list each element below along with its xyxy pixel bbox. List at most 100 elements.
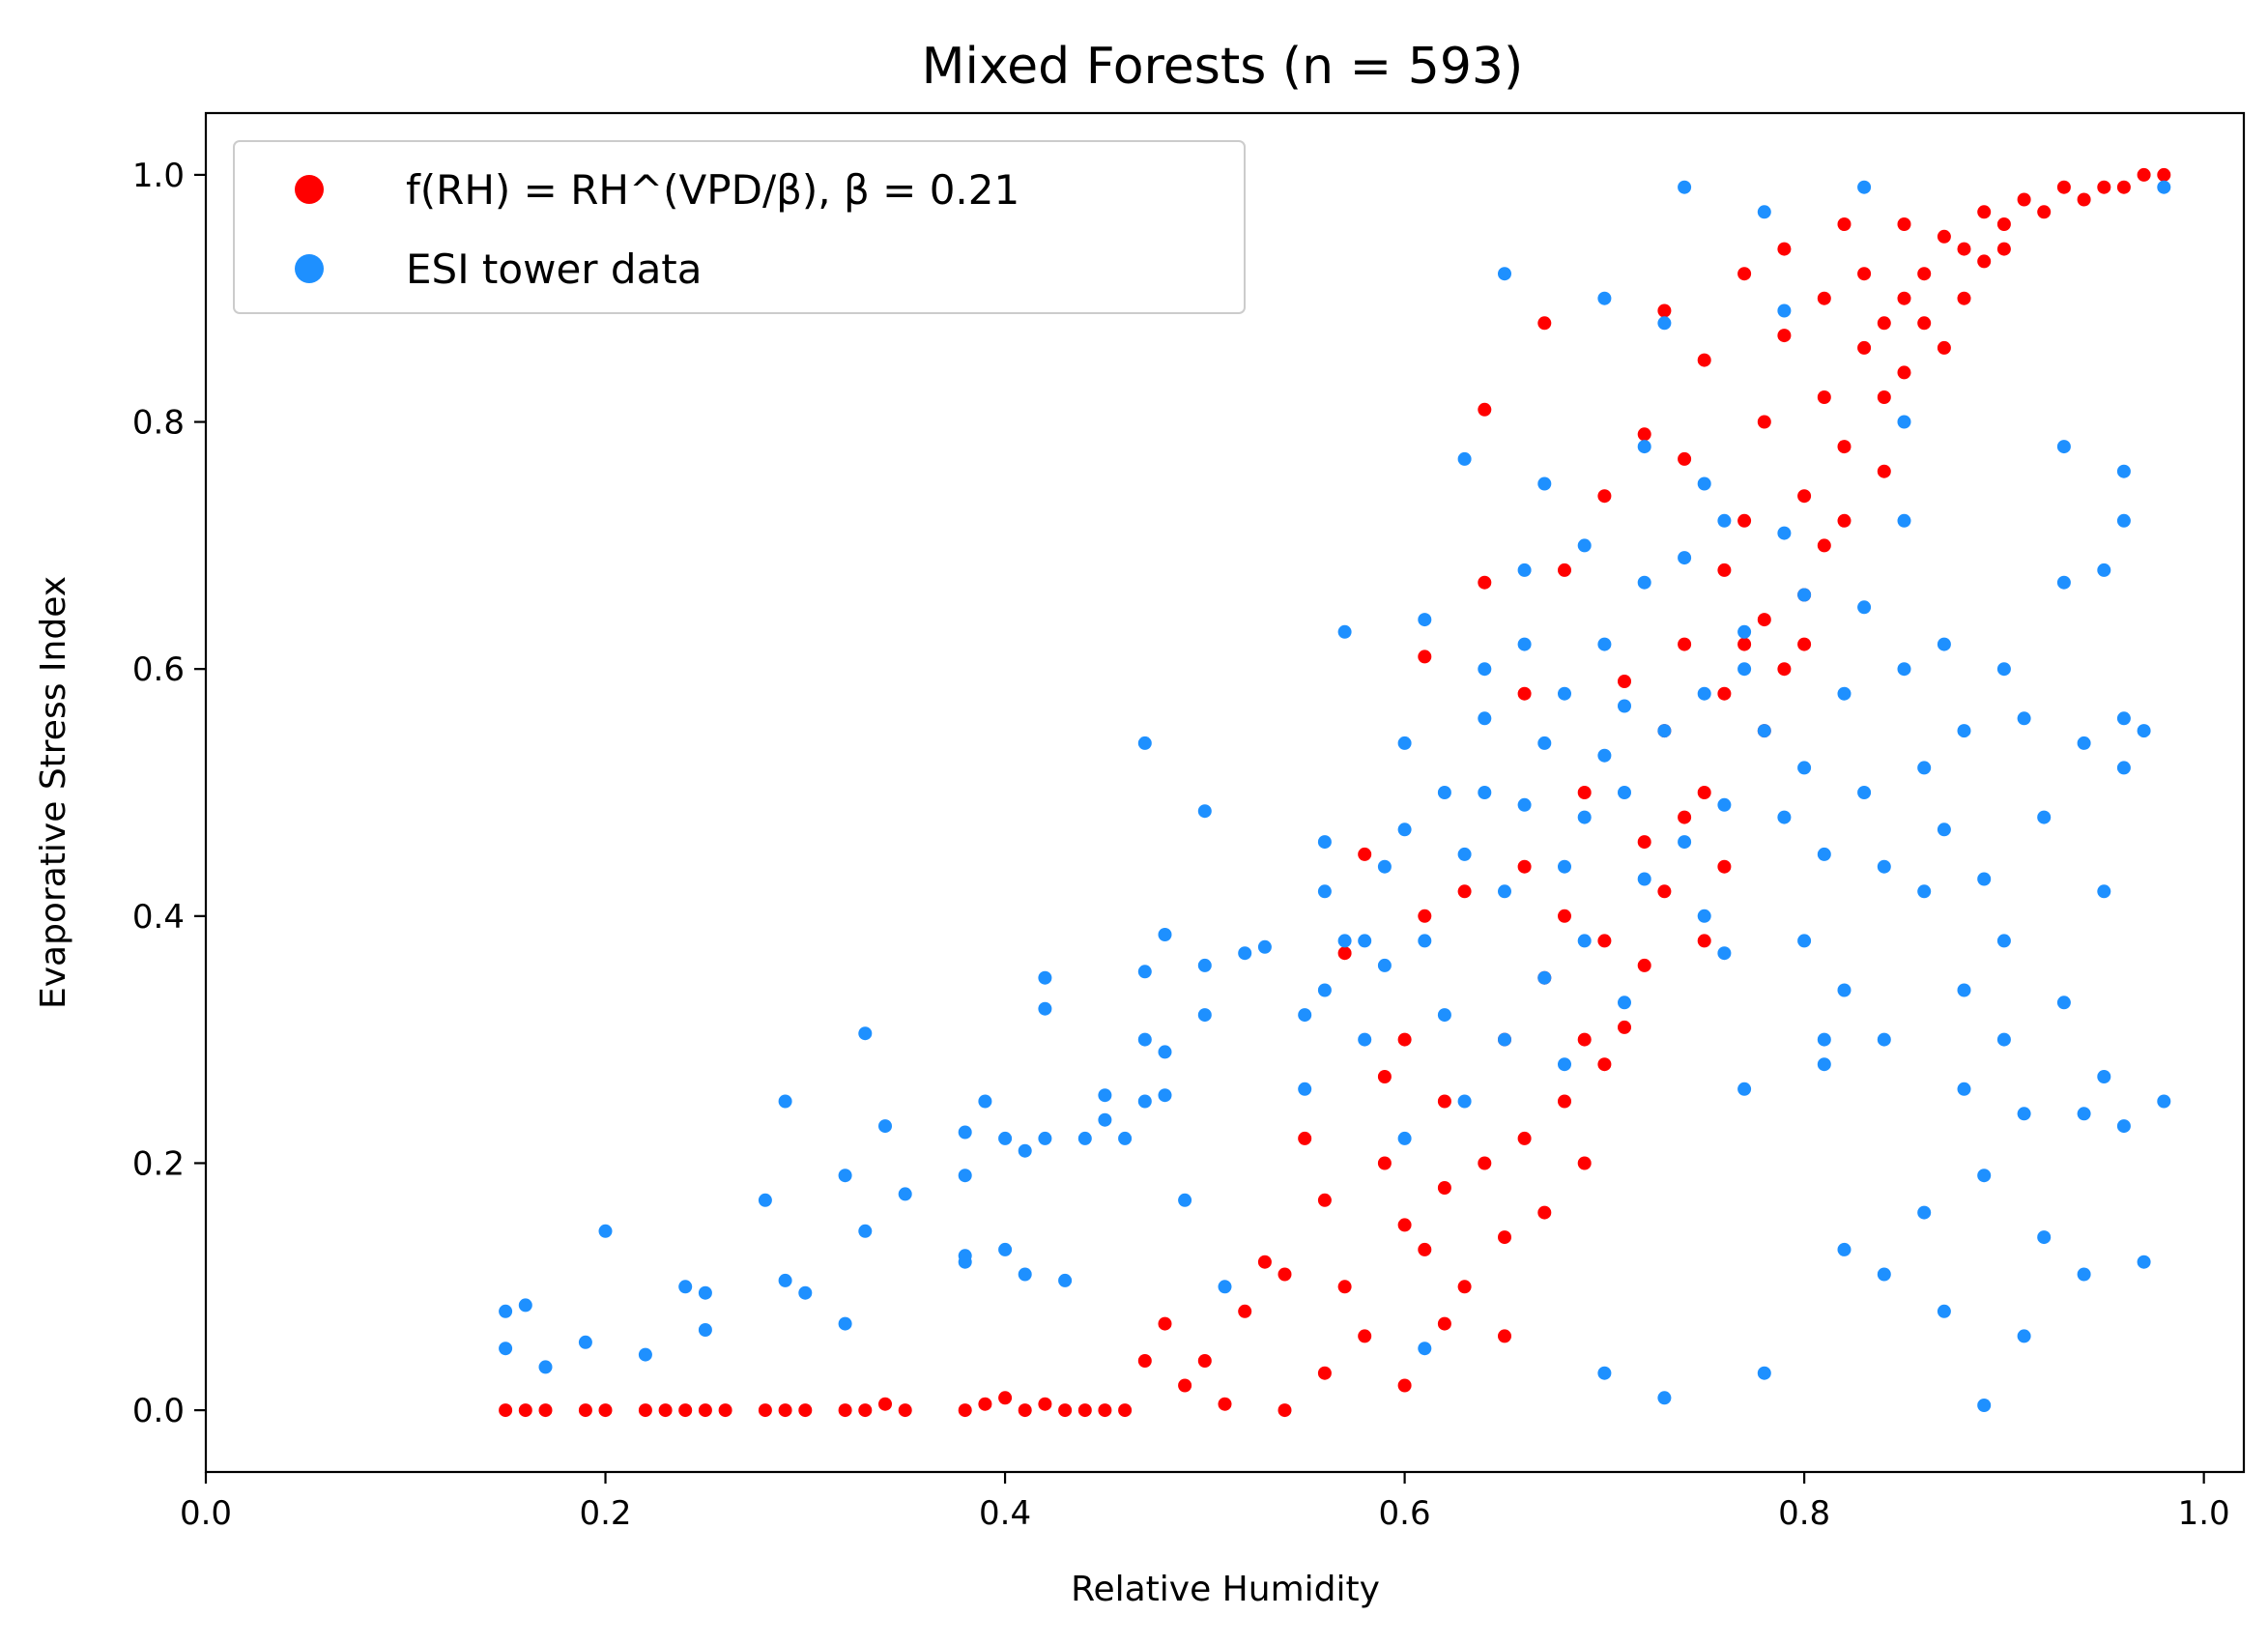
- tower-data-point: [1418, 934, 1432, 948]
- tower-data-point: [2077, 1267, 2091, 1282]
- model-point: [1317, 1366, 1332, 1380]
- plot-frame: [204, 111, 2246, 1474]
- tower-data-point: [499, 1342, 513, 1356]
- tower-data-point: [1238, 946, 1252, 961]
- tower-data-point: [698, 1323, 712, 1337]
- tower-data-point: [1197, 1008, 1212, 1023]
- tower-data-point: [2116, 464, 2131, 478]
- tower-data-point: [778, 1273, 792, 1287]
- tower-data-point: [2077, 1107, 2091, 1121]
- model-point: [1478, 1156, 1492, 1170]
- model-point: [1977, 205, 1992, 219]
- model-point: [1897, 365, 1911, 380]
- chart-title: Mixed Forests (n = 593): [922, 38, 1524, 96]
- tower-data-point: [2116, 1119, 2131, 1134]
- model-point: [1637, 835, 1651, 850]
- tower-data-point: [1657, 1391, 1672, 1405]
- model-point: [1917, 267, 1932, 281]
- tower-data-point: [1618, 699, 1631, 713]
- tower-data-point: [1137, 1032, 1152, 1047]
- model-point: [1558, 909, 1571, 923]
- model-point: [1657, 884, 1672, 899]
- tower-data-point: [1877, 859, 1891, 874]
- y-axis-ticks: 0.0 0.2 0.4 0.6 0.8 1.0: [132, 157, 206, 1430]
- tower-data-point: [538, 1360, 553, 1374]
- tower-data-point: [1337, 624, 1352, 639]
- tower-data-point: [598, 1224, 613, 1238]
- model-point: [1558, 1094, 1571, 1109]
- tower-data-point: [1817, 847, 1831, 861]
- model-point: [1397, 1378, 1412, 1393]
- tower-data-point: [1418, 613, 1432, 627]
- model-point: [2097, 180, 2111, 194]
- tower-data-point: [2157, 1094, 2171, 1109]
- tower-data-point: [1917, 761, 1932, 775]
- y-tick-label: 0.8: [132, 404, 185, 443]
- tower-data-point: [1317, 835, 1332, 850]
- tower-data-point: [1917, 884, 1932, 899]
- model-point: [1877, 316, 1891, 331]
- model-point: [598, 1403, 613, 1418]
- tower-data-point: [2056, 996, 2071, 1010]
- model-point: [1197, 1354, 1212, 1368]
- model-point: [1457, 1280, 1472, 1294]
- x-tick-label: 0.6: [1379, 1494, 1431, 1533]
- model-point: [678, 1403, 693, 1418]
- tower-data-point: [1498, 1032, 1511, 1047]
- model-point: [1158, 1316, 1172, 1331]
- model-point: [1957, 242, 1971, 256]
- model-point: [1637, 427, 1651, 442]
- tower-data-point: [1317, 884, 1332, 899]
- tower-data-point: [1717, 797, 1732, 812]
- tower-data-point: [978, 1094, 992, 1109]
- model-point: [1397, 1032, 1412, 1047]
- tower-data-point: [1737, 624, 1752, 639]
- model-point: [1437, 1181, 1451, 1195]
- model-point: [998, 1391, 1013, 1405]
- model-point: [698, 1403, 712, 1418]
- tower-data-point: [1478, 711, 1492, 726]
- tower-data-point: [1298, 1008, 1312, 1023]
- tower-data-point: [1397, 736, 1412, 750]
- tower-data-point: [1697, 909, 1711, 923]
- model-point: [1897, 291, 1911, 305]
- tower-data-point: [758, 1193, 772, 1207]
- tower-data-point: [1597, 1366, 1612, 1380]
- tower-data-point: [1077, 1131, 1092, 1145]
- model-point: [1597, 1057, 1612, 1072]
- tower-data-point: [1218, 1280, 1232, 1294]
- legend-box: [233, 140, 1246, 314]
- model-point: [1817, 390, 1831, 404]
- y-axis-label: Evaporative Stress Index: [34, 576, 73, 1009]
- tower-data-point: [1158, 1088, 1172, 1103]
- tower-data-point: [958, 1255, 972, 1269]
- tower-data-point: [1597, 637, 1612, 651]
- model-point: [1637, 958, 1651, 972]
- model-point: [1298, 1131, 1312, 1145]
- model-point: [1377, 1070, 1392, 1083]
- tower-data-point: [2056, 575, 2071, 590]
- tower-data-point: [1797, 934, 1812, 948]
- model-point: [718, 1403, 732, 1418]
- tower-data-point: [1337, 934, 1352, 948]
- tower-data-point: [2157, 180, 2171, 194]
- tower-data-point: [1577, 538, 1592, 553]
- model-point: [1917, 316, 1932, 331]
- tower-data-point: [2097, 563, 2111, 577]
- model-point: [1457, 884, 1472, 899]
- tower-data-point: [1457, 451, 1472, 466]
- tower-data-point: [1317, 983, 1332, 997]
- model-point: [1038, 1397, 1052, 1411]
- model-point: [1597, 934, 1612, 948]
- model-point: [1817, 538, 1831, 553]
- tower-data-point: [858, 1224, 873, 1238]
- model-point: [1837, 513, 1852, 528]
- model-point: [1797, 489, 1812, 504]
- tower-data-point: [1137, 965, 1152, 979]
- tower-data-point: [1618, 996, 1631, 1010]
- tower-data-point: [1158, 928, 1172, 941]
- model-point: [1618, 675, 1631, 688]
- model-point: [1857, 267, 1872, 281]
- tower-data-point: [1996, 1032, 2011, 1047]
- model-point: [1697, 353, 1711, 367]
